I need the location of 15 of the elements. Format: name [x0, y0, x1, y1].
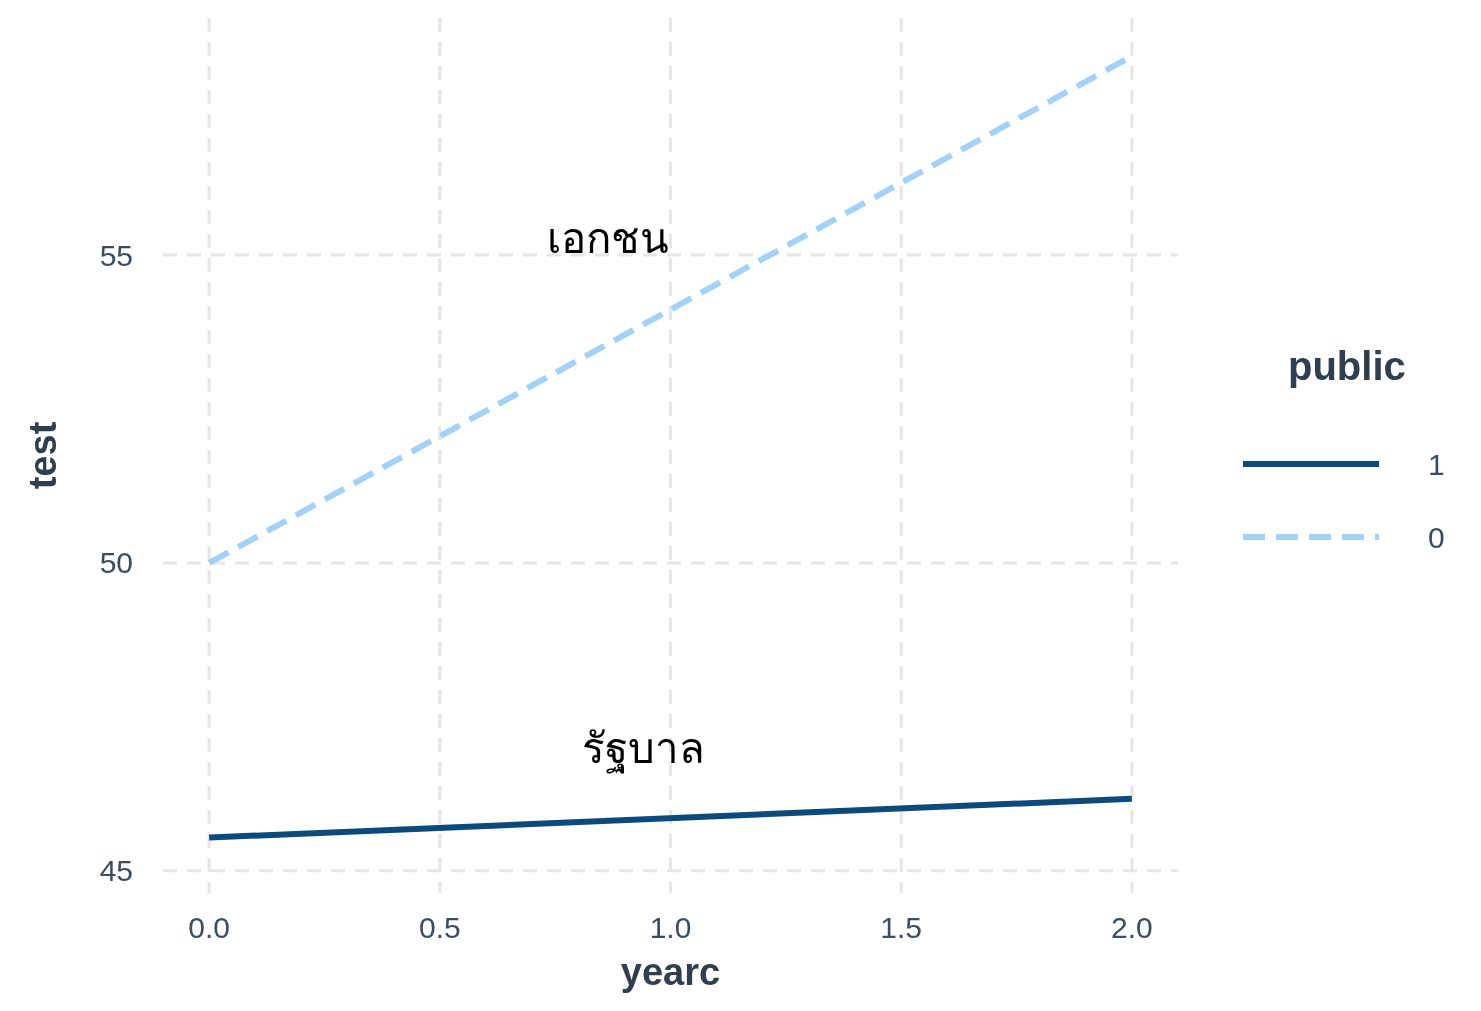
legend-title: public [1288, 344, 1406, 388]
x-tick-label: 2.0 [1111, 911, 1153, 944]
x-axis-title: yearc [620, 951, 721, 993]
y-tick-label: 50 [99, 546, 133, 580]
legend-label: 1 [1428, 447, 1445, 481]
x-tick-label: 0.5 [418, 911, 461, 944]
annotation: รัฐบาล [581, 724, 705, 774]
x-tick-label: 1.0 [649, 911, 692, 944]
x-tick-label: 0.0 [188, 911, 230, 944]
x-tick-label: 1.5 [880, 911, 923, 944]
y-tick-label: 55 [99, 238, 133, 272]
annotation: เอกชน [547, 214, 669, 262]
y-axis-title: test [22, 421, 64, 490]
legend-label: 0 [1428, 520, 1445, 554]
y-tick-label: 45 [99, 854, 133, 888]
